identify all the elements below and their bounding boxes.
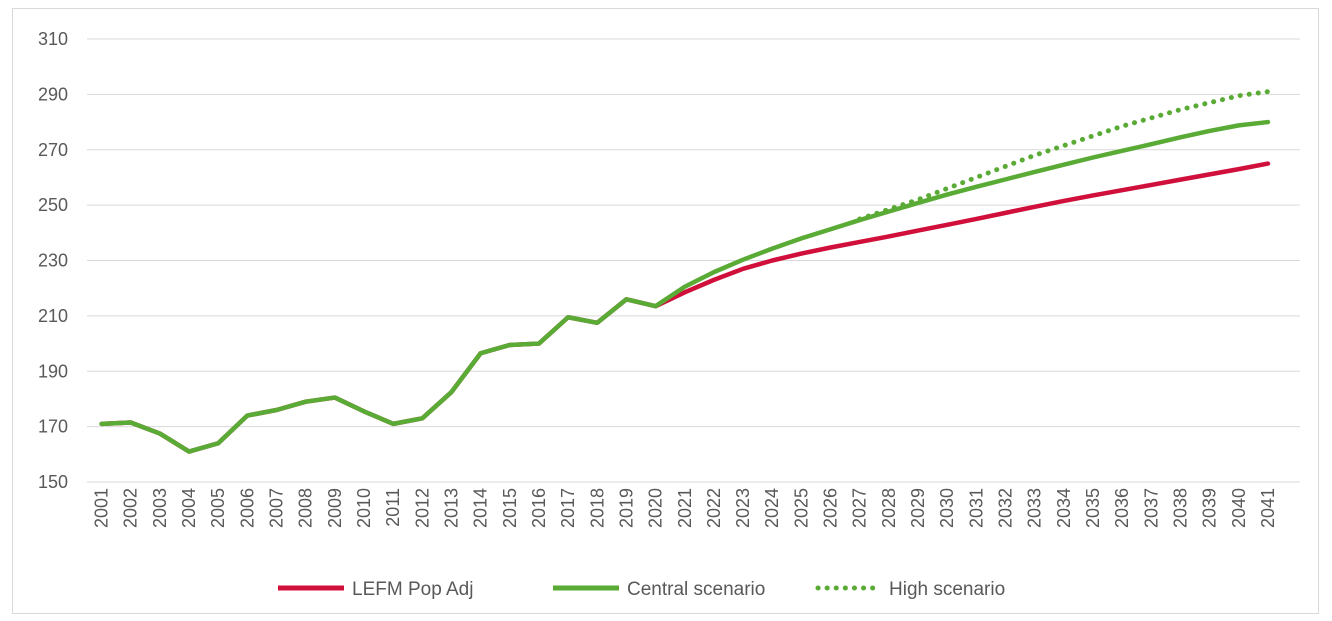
y-tick-label: 250 xyxy=(38,195,68,215)
x-tick-label: 2037 xyxy=(1141,488,1161,528)
x-tick-label: 2018 xyxy=(587,488,607,528)
y-axis-ticks: 150 170 190 210 230 250 270 290 310 xyxy=(38,29,68,492)
x-tick-label: 2031 xyxy=(966,488,986,528)
x-axis-ticks: 2001 2002 2003 2004 2005 2006 2007 2008 2009 2010… xyxy=(92,488,1278,528)
series-lines xyxy=(99,89,1271,454)
chart-frame xyxy=(12,8,1319,614)
x-tick-label: 2014 xyxy=(471,488,491,528)
y-tick-label: 210 xyxy=(38,306,68,326)
legend-label: High scenario xyxy=(889,579,1005,600)
x-tick-label: 2008 xyxy=(296,488,316,528)
x-tick-label: 2009 xyxy=(325,488,345,528)
x-tick-label: 2030 xyxy=(937,488,957,528)
y-tick-label: 310 xyxy=(38,29,68,49)
legend-label: LEFM Pop Adj xyxy=(352,579,473,600)
x-tick-label: 2036 xyxy=(1112,488,1132,528)
x-tick-label: 2029 xyxy=(908,488,928,528)
y-tick-label: 270 xyxy=(38,140,68,160)
x-tick-label: 2024 xyxy=(762,488,782,528)
x-tick-label: 2013 xyxy=(441,488,461,528)
y-tick-label: 150 xyxy=(38,472,68,492)
x-tick-label: 2012 xyxy=(412,488,432,528)
x-tick-label: 2004 xyxy=(179,488,199,528)
x-tick-label: 2035 xyxy=(1083,488,1103,528)
y-tick-label: 190 xyxy=(38,361,68,381)
x-tick-label: 2002 xyxy=(121,488,141,528)
y-tick-label: 170 xyxy=(38,417,68,437)
x-tick-label: 2007 xyxy=(267,488,287,528)
x-tick-label: 2011 xyxy=(383,488,403,527)
y-tick-label: 230 xyxy=(38,251,68,271)
x-tick-label: 2022 xyxy=(704,488,724,528)
x-tick-label: 2032 xyxy=(995,488,1015,528)
x-tick-label: 2006 xyxy=(237,488,257,528)
x-tick-label: 2015 xyxy=(500,488,520,528)
x-tick-label: 2040 xyxy=(1229,488,1249,528)
x-tick-label: 2017 xyxy=(558,488,578,528)
x-tick-label: 2038 xyxy=(1170,488,1190,528)
x-tick-label: 2039 xyxy=(1200,488,1220,528)
x-tick-label: 2028 xyxy=(879,488,899,528)
x-tick-label: 2033 xyxy=(1025,488,1045,528)
x-tick-label: 2021 xyxy=(675,488,695,528)
x-tick-label: 2003 xyxy=(150,488,170,528)
x-tick-label: 2005 xyxy=(208,488,228,528)
x-tick-label: 2016 xyxy=(529,488,549,528)
x-tick-label: 2010 xyxy=(354,488,374,528)
legend-label: Central scenario xyxy=(627,579,765,600)
x-tick-label: 2019 xyxy=(616,488,636,528)
x-tick-label: 2034 xyxy=(1054,488,1074,528)
x-tick-label: 2023 xyxy=(733,488,753,528)
gridlines xyxy=(87,38,1300,428)
x-tick-label: 2020 xyxy=(646,488,666,528)
x-tick-label: 2025 xyxy=(791,488,811,528)
series-line-1 xyxy=(99,119,1271,454)
x-tick-label: 2001 xyxy=(92,488,112,528)
x-tick-label: 2026 xyxy=(821,488,841,528)
series-line-2 xyxy=(857,89,1271,222)
x-tick-label: 2041 xyxy=(1258,488,1278,528)
y-tick-label: 290 xyxy=(38,84,68,104)
legend: LEFM Pop Adj Central scenario High scenari… xyxy=(278,579,1005,600)
x-tick-label: 2027 xyxy=(850,488,870,528)
